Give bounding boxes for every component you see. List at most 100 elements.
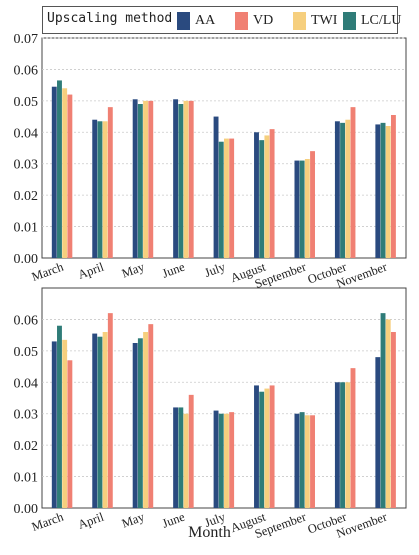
y-tick-label: 0.02 xyxy=(14,189,39,204)
bar-twi-july xyxy=(224,413,229,508)
y-tick-label: 0.00 xyxy=(14,252,39,267)
bar-lclu-august xyxy=(259,391,265,508)
bar-twi-march xyxy=(62,88,68,259)
x-tick-label: July xyxy=(203,259,228,280)
bar-twi-november xyxy=(385,126,391,258)
y-tick-label: 0.04 xyxy=(14,126,39,141)
bar-lclu-november xyxy=(380,313,386,508)
bar-lclu-october xyxy=(340,382,346,508)
bar-aa-april xyxy=(92,333,98,508)
bar-aa-october xyxy=(334,121,340,259)
bar-lclu-april xyxy=(97,336,103,508)
legend-swatch-aa xyxy=(177,12,190,30)
bar-twi-june xyxy=(183,413,189,508)
bar-vd-july xyxy=(229,412,235,508)
bar-lclu-july xyxy=(218,413,224,508)
bar-aa-may xyxy=(132,343,138,508)
legend-swatch-lclu xyxy=(343,12,356,30)
bar-vd-august xyxy=(269,385,275,508)
bar-twi-august xyxy=(264,388,270,508)
bar-vd-may xyxy=(148,100,154,258)
x-tick-label: April xyxy=(76,259,106,281)
legend-label-lclu: LC/LU xyxy=(361,13,402,28)
y-tick-label: 0.05 xyxy=(14,95,39,110)
legend-swatch-twi xyxy=(293,12,306,30)
bar-vd-september xyxy=(310,151,315,258)
y-tick-label: 0.05 xyxy=(14,345,39,360)
bar-aa-october xyxy=(334,382,340,508)
bar-aa-november xyxy=(375,124,381,258)
bar-lclu-june xyxy=(178,407,184,508)
bar-aa-june xyxy=(173,407,179,508)
x-tick-label: July xyxy=(203,509,228,530)
bar-twi-june xyxy=(183,100,189,258)
x-tick-label: May xyxy=(120,259,147,280)
bar-twi-september xyxy=(304,415,310,508)
bar-aa-april xyxy=(92,119,98,258)
bar-vd-may xyxy=(148,324,154,508)
y-tick-label: 0.00 xyxy=(14,502,39,517)
bar-twi-august xyxy=(264,135,270,258)
bar-aa-june xyxy=(173,99,179,259)
y-tick-label: 0.07 xyxy=(14,32,39,47)
bar-vd-october xyxy=(350,107,356,259)
bar-twi-september xyxy=(304,159,310,258)
bar-lclu-may xyxy=(137,104,143,258)
y-tick-label: 0.01 xyxy=(14,221,39,236)
bar-vd-april xyxy=(107,313,113,508)
bar-vd-july xyxy=(229,138,235,258)
x-axis-label: Month xyxy=(188,524,231,541)
bar-lclu-october xyxy=(340,122,346,258)
bar-lclu-july xyxy=(218,141,224,258)
bar-lclu-august xyxy=(259,140,265,258)
bar-twi-march xyxy=(62,339,68,508)
bar-twi-may xyxy=(143,332,149,508)
legend-label-vd: VD xyxy=(253,13,274,28)
bar-aa-march xyxy=(51,86,57,258)
bar-twi-october xyxy=(345,119,351,258)
y-tick-label: 0.06 xyxy=(14,63,39,78)
bar-vd-november xyxy=(390,115,396,258)
bar-vd-september xyxy=(310,415,315,508)
bar-vd-august xyxy=(269,129,275,258)
bar-aa-september xyxy=(294,413,300,508)
bar-vd-june xyxy=(188,394,194,508)
bar-lclu-november xyxy=(380,122,386,258)
legend: Upscaling method AA VD TWI LC/LU xyxy=(42,6,402,34)
bar-aa-july xyxy=(213,116,219,258)
y-tick-label: 0.06 xyxy=(14,313,39,328)
legend-label-aa: AA xyxy=(195,13,216,28)
bar-lclu-september xyxy=(299,412,305,508)
y-tick-label: 0.03 xyxy=(14,158,39,173)
bar-twi-october xyxy=(345,382,351,508)
y-tick-label: 0.01 xyxy=(14,471,39,486)
bar-aa-july xyxy=(213,410,219,508)
bar-aa-august xyxy=(254,385,259,508)
legend-swatch-vd xyxy=(235,12,248,30)
y-tick-label: 0.04 xyxy=(14,376,39,391)
bar-twi-april xyxy=(102,121,108,259)
bar-vd-october xyxy=(350,368,356,508)
bar-aa-september xyxy=(294,160,300,258)
bar-lclu-september xyxy=(299,160,305,258)
bar-aa-march xyxy=(51,341,57,508)
bar-aa-may xyxy=(132,99,138,259)
bar-vd-march xyxy=(67,94,73,258)
y-tick-label: 0.03 xyxy=(14,408,39,423)
bar-twi-april xyxy=(102,332,108,508)
bar-lclu-june xyxy=(178,104,184,258)
bar-twi-may xyxy=(143,100,149,258)
y-tick-label: 0.02 xyxy=(14,439,39,454)
bar-vd-november xyxy=(390,332,396,508)
bar-vd-june xyxy=(188,100,194,258)
bar-twi-november xyxy=(385,319,391,508)
bar-vd-march xyxy=(67,360,73,508)
bar-twi-july xyxy=(224,138,229,258)
bar-lclu-march xyxy=(57,325,62,508)
x-tick-label: June xyxy=(160,260,187,281)
bar-aa-november xyxy=(375,357,381,508)
bar-lclu-may xyxy=(137,338,143,508)
bar-lclu-march xyxy=(57,80,62,258)
